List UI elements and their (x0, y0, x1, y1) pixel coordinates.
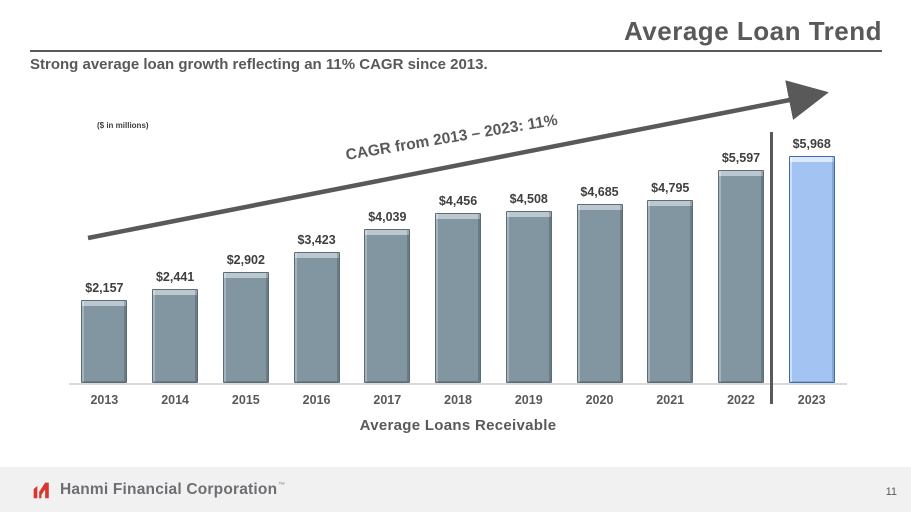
bar-column-2015: $2,902 (210, 253, 281, 383)
page-title: Average Loan Trend (624, 16, 882, 46)
bar-value-label: $5,597 (721, 151, 761, 165)
year-label-2014: 2014 (161, 393, 189, 407)
bar-column-2022: $5,597 (706, 151, 777, 383)
units-note: ($ in millions) (97, 121, 149, 130)
bar-column-2023: $5,968 (776, 137, 847, 383)
year-label-2022: 2022 (727, 393, 755, 407)
company-logo: Hanmi Financial Corporation™ (30, 479, 285, 501)
bar-value-label: $2,157 (85, 281, 124, 295)
axis-title: Average Loans Receivable (359, 417, 557, 434)
year-label-2021: 2021 (656, 393, 685, 407)
bar-value-label: $2,441 (155, 270, 195, 284)
slide-subtitle: Strong average loan growth reflecting an… (30, 56, 488, 73)
year-label-2023: 2023 (797, 393, 826, 407)
bar-value-label: $4,685 (580, 185, 619, 199)
bar-2021 (647, 200, 694, 383)
page-number: 11 (885, 486, 897, 498)
trademark-symbol: ™ (278, 482, 286, 490)
bar-column-2013: $2,157 (69, 281, 140, 383)
year-label-2019: 2019 (514, 393, 543, 407)
bar-2015 (222, 272, 269, 383)
bar-2019 (505, 211, 552, 383)
bar-column-2014: $2,441 (140, 270, 211, 383)
year-label-2015: 2015 (231, 393, 260, 407)
bar-column-2021: $4,795 (635, 181, 706, 383)
bar-column-2016: $3,423 (281, 233, 352, 383)
company-name: Hanmi Financial Corporation™ (60, 480, 286, 498)
bar-value-label: $4,039 (368, 210, 407, 224)
year-label-2016: 2016 (302, 393, 331, 407)
bar-2014 (152, 289, 199, 383)
bar-value-label: $2,902 (226, 253, 265, 267)
year-label-2018: 2018 (444, 393, 472, 407)
bar-2023 (788, 156, 835, 383)
bar-value-label: $4,508 (509, 192, 548, 206)
year-axis: 2013 2014 2015 2016 2017 2018 2019 2020 2021 2022… (69, 385, 847, 407)
year-label-2017: 2017 (373, 393, 402, 407)
bar-value-label: $3,423 (297, 233, 336, 247)
title-divider (30, 50, 882, 52)
bar-column-2020: $4,685 (564, 185, 635, 383)
bar-value-label: $4,456 (438, 194, 478, 208)
bar-chart: $2,157 $2,441 $2,902 $3,423 $4,039 $4,456 $4,5… (69, 132, 847, 434)
hanmi-logo-icon (33, 482, 49, 498)
bar-2020 (576, 204, 623, 383)
bar-2022 (717, 170, 764, 383)
bar-column-2018: $4,456 (423, 194, 494, 383)
bar-2018 (435, 213, 482, 383)
bar-2017 (364, 229, 411, 383)
slide-footer: Hanmi Financial Corporation™ 11 (0, 467, 911, 512)
bar-value-label: $5,968 (792, 137, 831, 151)
bar-value-label: $4,795 (651, 181, 690, 195)
bar-row: $2,157 $2,441 $2,902 $3,423 $4,039 $4,456 $4,5… (69, 135, 847, 385)
period-separator-line (770, 132, 773, 404)
bar-2013 (81, 300, 128, 383)
bar-2016 (293, 252, 340, 383)
year-label-2020: 2020 (585, 393, 614, 407)
bar-column-2017: $4,039 (352, 210, 423, 383)
bar-column-2019: $4,508 (493, 192, 564, 383)
year-label-2013: 2013 (90, 393, 119, 407)
